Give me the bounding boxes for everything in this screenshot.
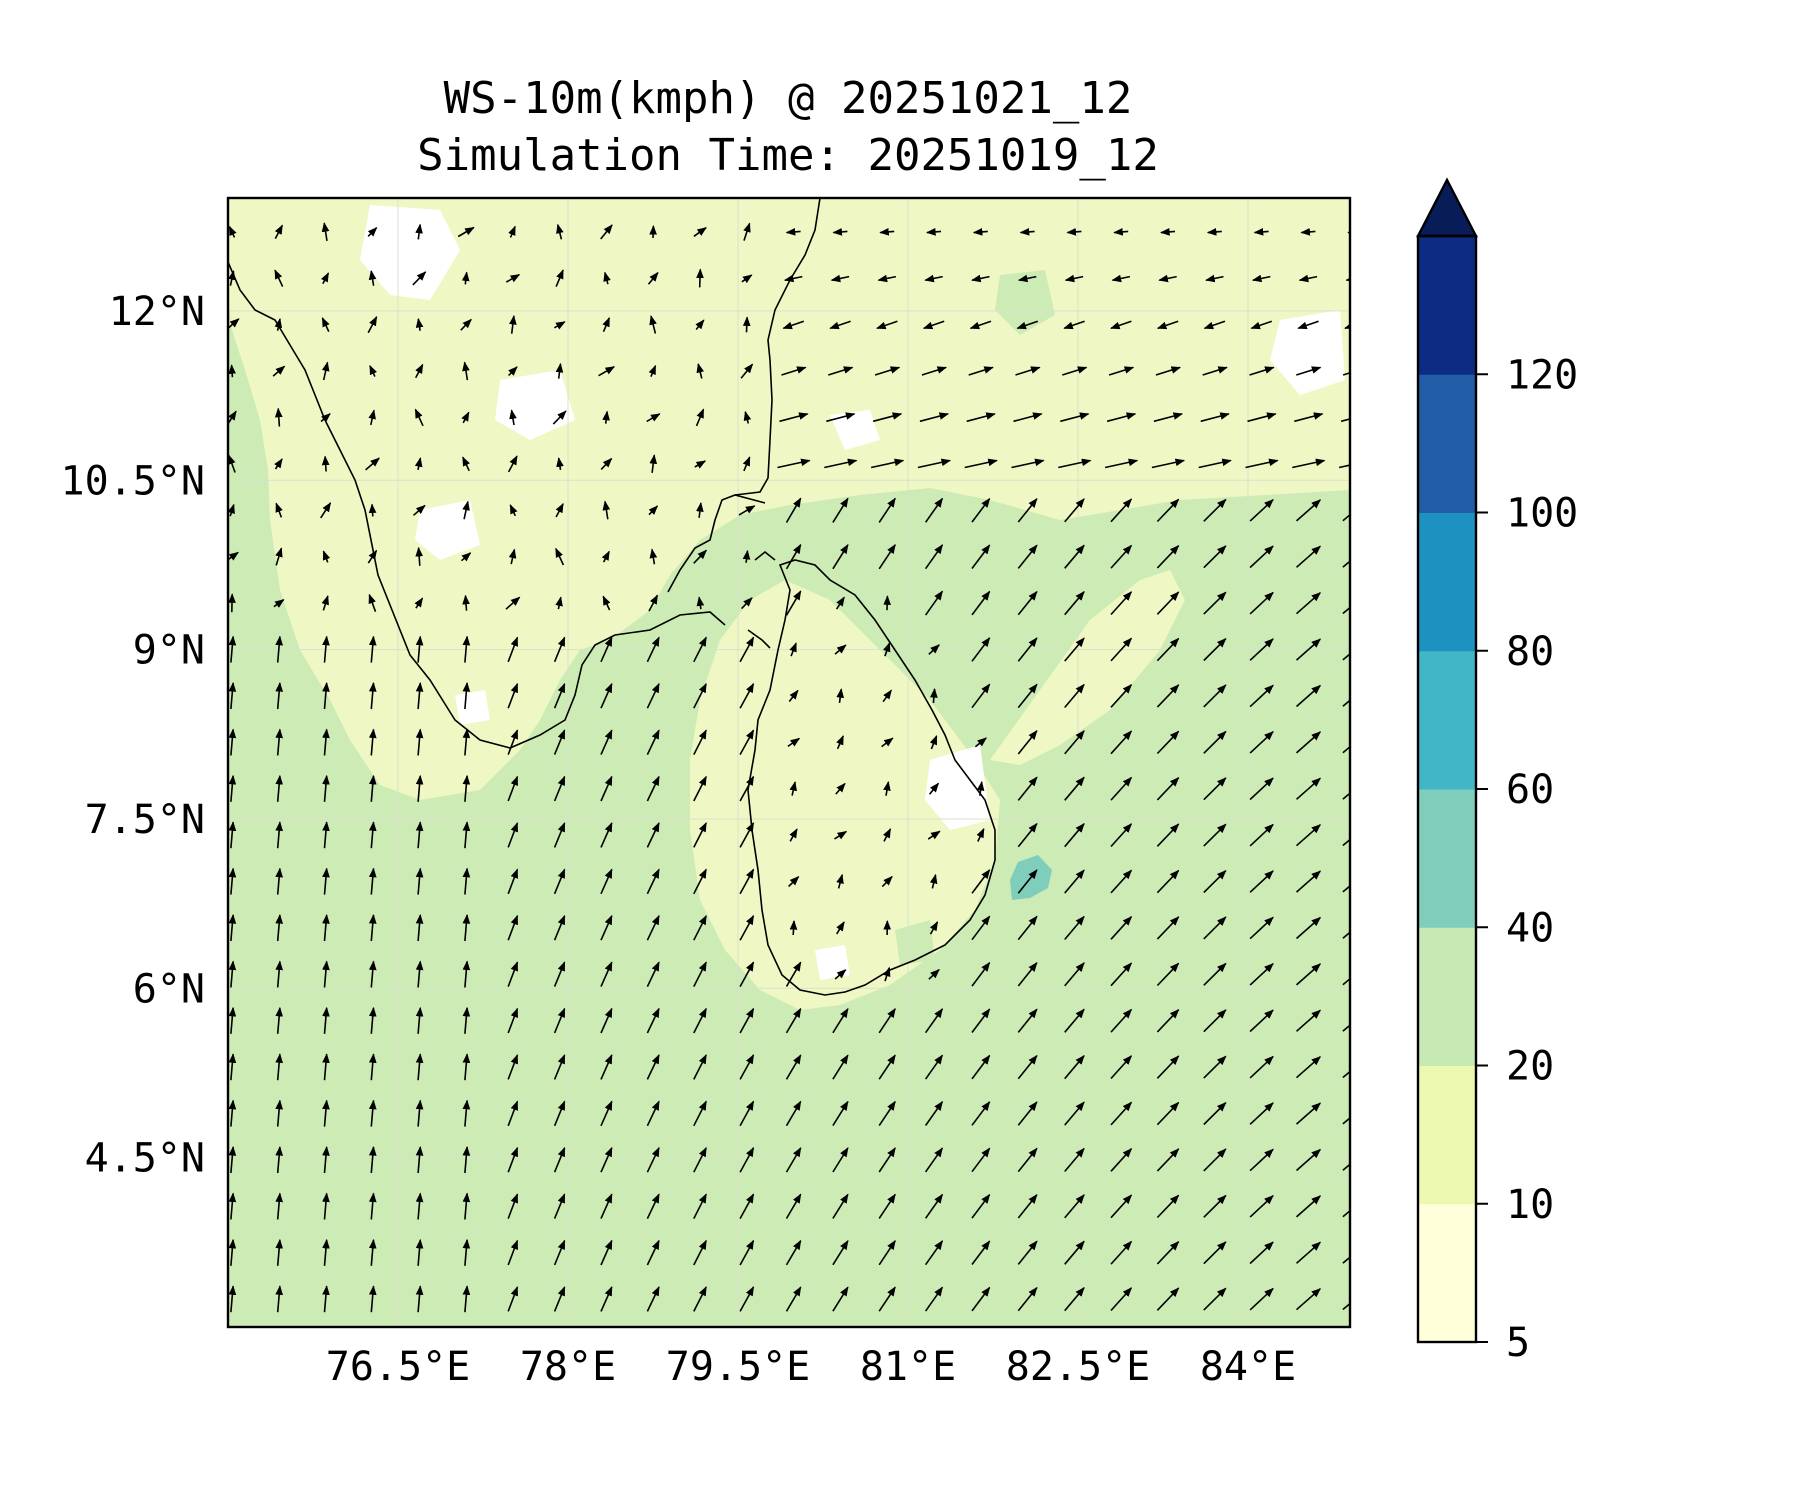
wind-arrow <box>972 1334 990 1357</box>
colorbar-segment <box>1418 927 1476 1066</box>
map-panel <box>225 198 1371 1359</box>
colorbar-segment <box>1418 789 1476 928</box>
colorbar-segment <box>1418 651 1476 790</box>
colorbar-label: 5 <box>1506 1320 1530 1366</box>
colorbar-segment <box>1418 1066 1476 1205</box>
wind-arrow <box>647 1333 659 1357</box>
colorbar-extend-arrow <box>1418 180 1476 236</box>
lat-tick-label: 9°N <box>133 628 205 674</box>
wind-arrow <box>833 1334 848 1358</box>
lat-tick-label: 10.5°N <box>61 458 206 504</box>
colorbar-label: 120 <box>1506 352 1578 398</box>
lat-tick-label: 12°N <box>109 289 205 335</box>
wind-arrow <box>278 1333 280 1359</box>
lon-tick-label: 79.5°E <box>666 1344 811 1390</box>
colorbar-label: 20 <box>1506 1044 1554 1090</box>
colorbar-label: 80 <box>1506 629 1554 675</box>
lon-tick-label: 84°E <box>1200 1344 1296 1390</box>
wind-arrow <box>700 269 701 287</box>
wind-arrow <box>466 596 467 611</box>
wind-arrow <box>232 365 233 377</box>
wind-arrow <box>1297 1335 1321 1356</box>
wind-arrow <box>325 457 326 472</box>
latitude-tick-labels: 12°N 10.5°N 9°N 7.5°N 6°N 4.5°N <box>61 289 206 1182</box>
wind-arrow <box>1343 1335 1368 1356</box>
lat-tick-label: 4.5°N <box>85 1136 205 1182</box>
lon-tick-label: 78°E <box>520 1344 616 1390</box>
chart-subtitle: Simulation Time: 20251019_12 <box>417 130 1159 181</box>
lat-tick-label: 7.5°N <box>85 797 205 843</box>
lat-tick-label: 6°N <box>133 966 205 1012</box>
wind-arrow <box>372 504 373 516</box>
lon-tick-label: 81°E <box>860 1344 956 1390</box>
colorbar-label: 40 <box>1506 905 1554 951</box>
wind-arrow <box>747 317 748 332</box>
chart-title: WS-10m(kmph) @ 20251021_12 <box>444 73 1133 124</box>
wind-arrow <box>508 1333 517 1357</box>
colorbar-segment <box>1418 513 1476 652</box>
colorbar-segment <box>1418 1204 1476 1343</box>
colorbar-label: 100 <box>1506 491 1578 537</box>
lon-tick-label: 82.5°E <box>1006 1344 1151 1390</box>
lon-tick-label: 76.5°E <box>326 1344 471 1390</box>
wind-arrow <box>1157 1335 1178 1357</box>
colorbar: 5 10 20 40 60 80 100 120 <box>1418 180 1578 1366</box>
longitude-tick-labels: 76.5°E 78°E 79.5°E 81°E 82.5°E 84°E <box>326 1344 1296 1390</box>
colorbar-label: 10 <box>1506 1182 1554 1228</box>
colorbar-label: 60 <box>1506 767 1554 813</box>
wind-arrow <box>793 921 794 935</box>
colorbar-segment <box>1418 236 1476 375</box>
colorbar-segment <box>1418 374 1476 513</box>
wind-arrow <box>231 1333 233 1359</box>
